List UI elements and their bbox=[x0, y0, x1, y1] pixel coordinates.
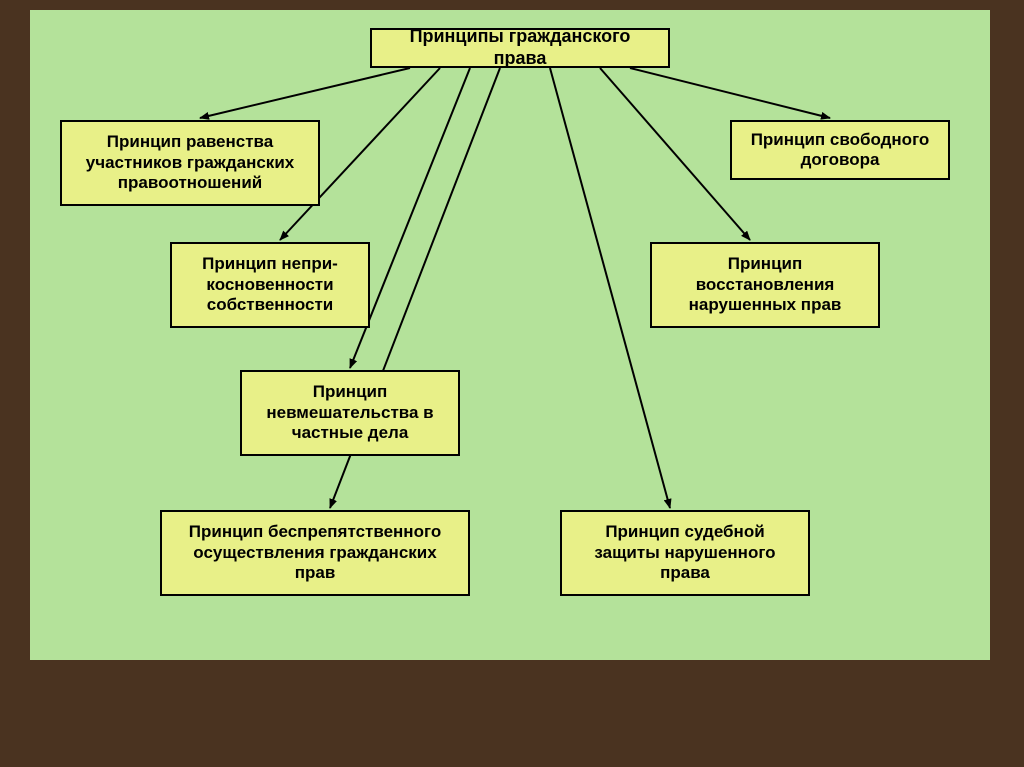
node-label: Принцип непри- косновенности собственнос… bbox=[182, 254, 358, 315]
node-equality-principle: Принцип равенства участников гражданских… bbox=[60, 120, 320, 206]
node-judicial-protection-principle: Принцип судебной защиты нарушенного прав… bbox=[560, 510, 810, 596]
edge-arrow bbox=[200, 68, 410, 118]
diagram-canvas: Принципы гражданского права Принцип раве… bbox=[30, 10, 990, 660]
node-label: Принцип восстановления нарушенных прав bbox=[662, 254, 868, 315]
node-label: Принцип невмешательства в частные дела bbox=[252, 382, 448, 443]
node-label: Принцип беспрепятственного осуществления… bbox=[172, 522, 458, 583]
node-property-inviolability-principle: Принцип непри- косновенности собственнос… bbox=[170, 242, 370, 328]
root-label: Принципы гражданского права bbox=[382, 26, 658, 69]
edge-arrow bbox=[630, 68, 830, 118]
root-node: Принципы гражданского права bbox=[370, 28, 670, 68]
node-label: Принцип равенства участников гражданских… bbox=[72, 132, 308, 193]
node-label: Принцип судебной защиты нарушенного прав… bbox=[572, 522, 798, 583]
node-rights-restoration-principle: Принцип восстановления нарушенных прав bbox=[650, 242, 880, 328]
node-free-contract-principle: Принцип свободного договора bbox=[730, 120, 950, 180]
node-unhindered-exercise-principle: Принцип беспрепятственного осуществления… bbox=[160, 510, 470, 596]
edge-arrow bbox=[600, 68, 750, 240]
node-noninterference-principle: Принцип невмешательства в частные дела bbox=[240, 370, 460, 456]
node-label: Принцип свободного договора bbox=[742, 130, 938, 171]
